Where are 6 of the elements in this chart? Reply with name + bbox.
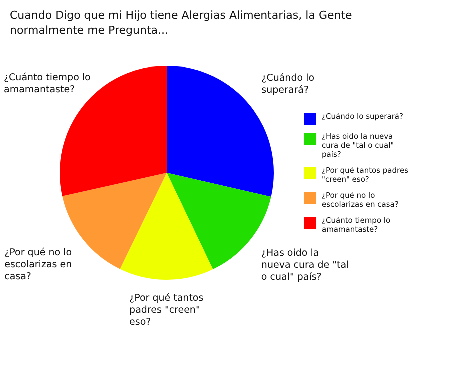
slice-label: ¿Has oido la nueva cura de "tal o cual" país? [261, 248, 350, 283]
slice-label: ¿Por qué no lo escolarizas en casa? [4, 247, 72, 282]
slice-label: ¿Cuánto tiempo lo amamantaste? [4, 72, 92, 96]
slice-label: ¿Por qué tantos padres "creen" eso? [130, 293, 204, 328]
slice-label: ¿Cuándo lo superará? [262, 72, 315, 96]
chart-title: Cuando Digo que mi Hijo tiene Alergias Alimentarias, la Gente normalmente me Pregunta... [10, 8, 354, 38]
